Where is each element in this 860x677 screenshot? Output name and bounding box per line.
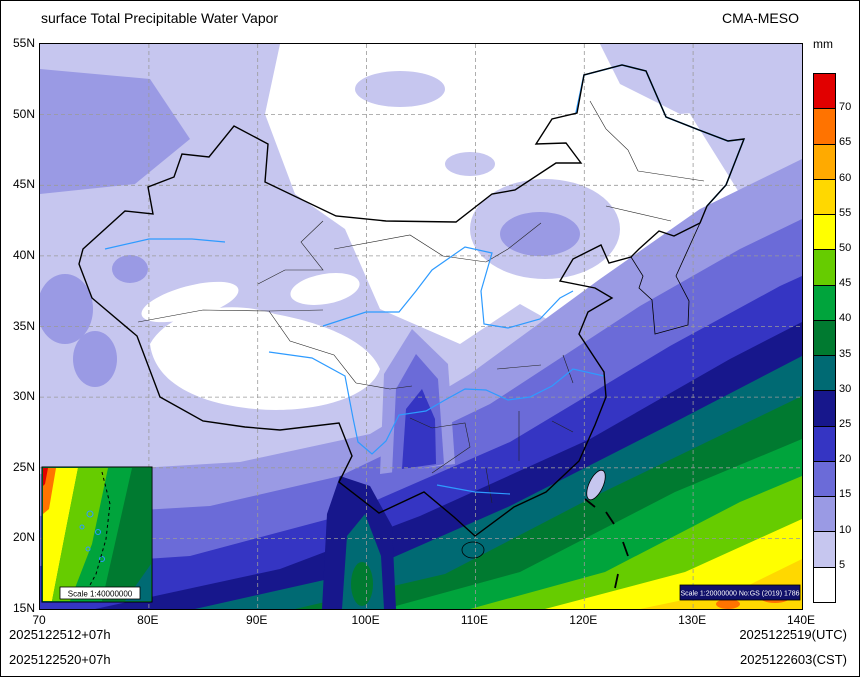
lat-tick-label: 20N [12, 530, 35, 545]
lon-tick-label: 80E [137, 613, 159, 627]
colorbar [813, 73, 836, 603]
moist-patch-center [445, 152, 495, 176]
moist-patch-pamir1 [40, 274, 93, 344]
footer-init-utc: 2025122512+07h [9, 627, 111, 642]
colorbar-cell [814, 74, 835, 109]
colorbar-cell [814, 566, 835, 602]
moist-core-ne [500, 212, 580, 256]
rivers [104, 238, 605, 495]
footer-valid-cst: 2025122603(CST) [740, 652, 847, 667]
inset-scale-label: Scale 1:40000000 [68, 590, 133, 599]
colorbar-cell [814, 178, 835, 215]
yangtze-river [268, 351, 605, 455]
dash-line-segments [584, 498, 629, 589]
colorbar-tick-label: 50 [839, 242, 852, 254]
scs-inset: Scale 1:40000000 [41, 466, 153, 603]
korea-coastline [630, 222, 701, 335]
lon-tick-label: 120E [569, 613, 598, 627]
colorbar-unit-label: mm [813, 37, 833, 51]
model-name: CMA-MESO [722, 10, 799, 26]
lon-tick-label: 90E [246, 613, 268, 627]
colorbar-cell [814, 249, 835, 285]
pearl-river [436, 484, 511, 495]
map-canvas: Scale 1:40000000 Scale 1:20000000 No:GS … [40, 44, 802, 609]
moist-patch-tianshan [112, 255, 148, 283]
lon-tick-label: 110E [460, 613, 488, 627]
lat-tick-label: 45N [12, 177, 35, 192]
colorbar-cell [814, 319, 835, 356]
colorbar-tick-label: 45 [839, 277, 852, 290]
colorbar-cell [814, 143, 835, 179]
lon-tick-label: 130E [678, 613, 707, 627]
colorbar-tick-label: 10 [839, 523, 852, 536]
tarim-river [104, 238, 226, 250]
colorbar-cell [814, 460, 835, 497]
colorbar-tick-label: 30 [839, 382, 852, 395]
lat-tick-label: 15N [12, 601, 35, 615]
footer-init-cst: 2025122520+07h [9, 652, 111, 667]
colorbar-cell [814, 355, 835, 391]
colorbar-cell [814, 214, 835, 250]
colorbar-tick-label: 20 [839, 453, 852, 466]
hainan-island [461, 541, 485, 559]
province-boundaries [137, 100, 705, 504]
footer-valid-utc: 2025122519(UTC) [739, 627, 847, 642]
colorbar-tick-label: 25 [839, 418, 852, 430]
dry-region-kunlun [141, 281, 239, 323]
lat-tick-label: 35N [12, 318, 35, 333]
colorbar-tick-label: 55 [839, 206, 852, 219]
moist-patch-pamir2 [73, 331, 117, 387]
sw-tongue-green [351, 562, 373, 606]
colorbar-tick-label: 5 [839, 558, 846, 571]
moist-patch-nw-corner [40, 69, 190, 194]
band-ge60-spot2 [716, 599, 740, 609]
colorbar-tick-label: 35 [839, 347, 852, 360]
lat-tick-label: 30N [12, 389, 35, 404]
colorbar-cell [814, 425, 835, 461]
sichuan-tongue-core [402, 389, 436, 469]
dry-region-qaidam [290, 273, 360, 305]
inset-islands [79, 510, 105, 562]
lon-tick-label: 70 [32, 613, 46, 627]
taiwan-island [586, 469, 606, 501]
colorbar-cell [814, 284, 835, 320]
page-title: surface Total Precipitable Water Vapor [41, 10, 279, 26]
yellow-river [322, 246, 574, 329]
colorbar-cell [814, 108, 835, 144]
colorbar-tick-label: 70 [839, 101, 852, 114]
inset-scale-box [59, 586, 141, 600]
lat-tick-label: 55N [12, 36, 35, 50]
colorbar-cell [814, 390, 835, 426]
dry-region-tibet [150, 307, 380, 410]
colorbar-tick-label: 65 [839, 136, 852, 149]
colorbar-tick-label: 15 [839, 488, 852, 501]
lon-tick-label: 100E [351, 613, 380, 627]
map-plot-area: Scale 1:40000000 Scale 1:20000000 No:GS … [39, 43, 803, 610]
moist-patch-mongolia [355, 71, 445, 107]
inset-dash-line [83, 471, 111, 597]
colorbar-tick-label: 40 [839, 312, 852, 325]
china-boundary [78, 64, 746, 537]
lat-tick-label: 50N [12, 106, 35, 121]
lat-tick-label: 40N [12, 247, 35, 262]
map-scale-box: Scale 1:20000000 No:GS (2019) 1786 [679, 584, 801, 601]
lon-tick-label: 140E [786, 613, 815, 627]
lat-tick-label: 25N [12, 459, 35, 474]
graticule [40, 44, 802, 609]
map-scale-label: Scale 1:20000000 No:GS (2019) 1786 [680, 591, 799, 598]
colorbar-tick-label: 60 [839, 171, 852, 184]
moist-patch-ne-corner [600, 44, 802, 114]
colorbar-cell [814, 496, 835, 532]
colorbar-cell [814, 531, 835, 567]
